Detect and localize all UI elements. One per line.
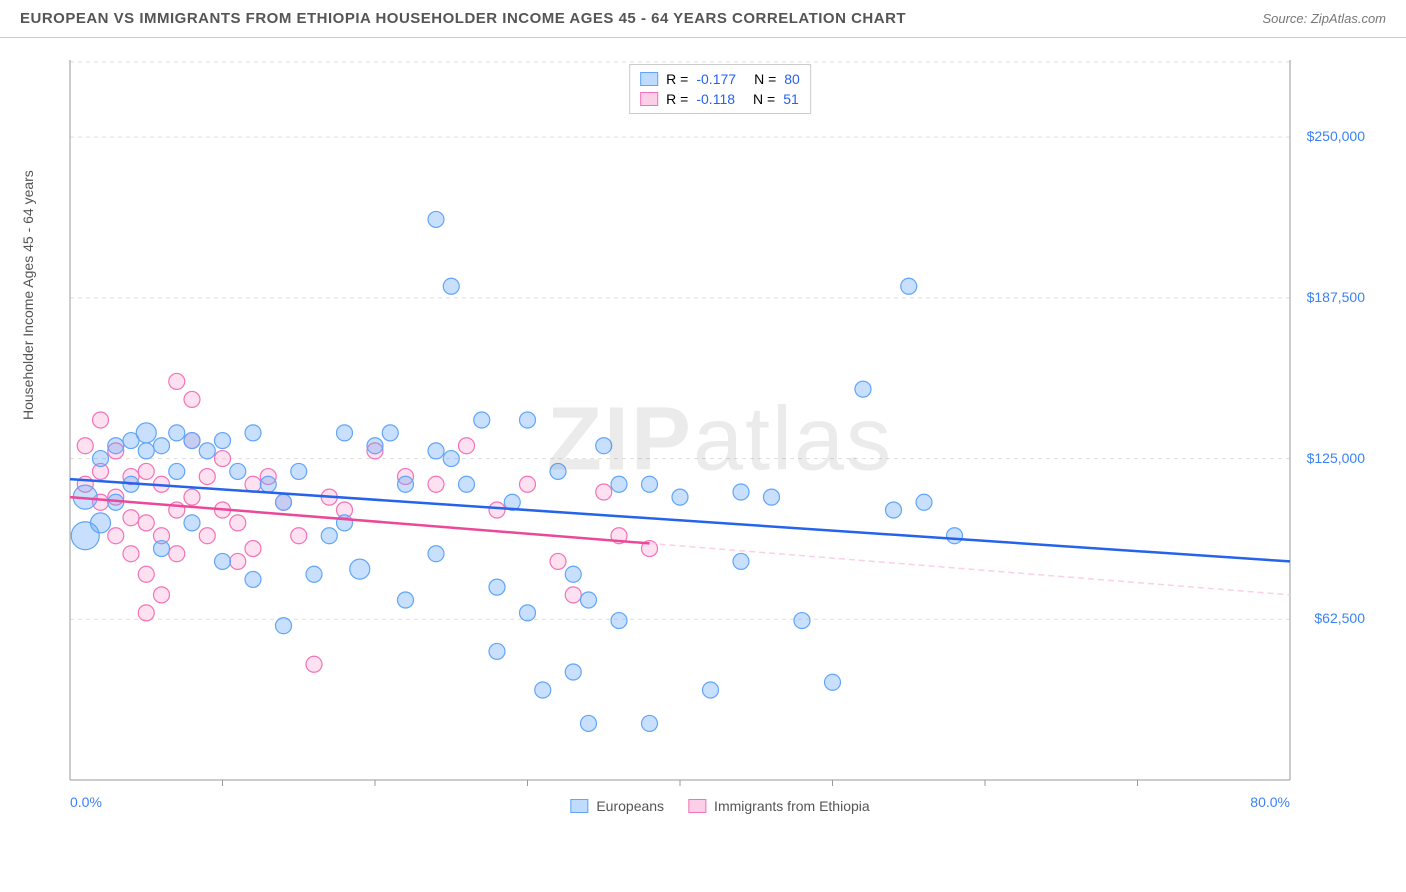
legend-correlation: R = -0.177 N = 80 R = -0.118 N = 51 <box>629 64 811 114</box>
n-value-europeans: 80 <box>784 71 800 87</box>
y-axis-label: Householder Income Ages 45 - 64 years <box>20 170 36 420</box>
y-tick-label: $187,500 <box>1307 289 1365 305</box>
swatch-ethiopia <box>640 92 658 106</box>
r-label: R = <box>666 91 688 107</box>
n-value-ethiopia: 51 <box>783 91 799 107</box>
legend-item-europeans: Europeans <box>570 798 664 814</box>
legend-row-europeans: R = -0.177 N = 80 <box>640 69 800 89</box>
chart-title: EUROPEAN VS IMMIGRANTS FROM ETHIOPIA HOU… <box>20 10 906 27</box>
r-value-ethiopia: -0.118 <box>696 91 735 107</box>
n-label: N = <box>753 91 775 107</box>
swatch-ethiopia <box>688 799 706 813</box>
legend-label-europeans: Europeans <box>596 798 664 814</box>
chart-plot-area: ZIPatlas R = -0.177 N = 80 R = -0.118 N … <box>60 60 1380 820</box>
legend-label-ethiopia: Immigrants from Ethiopia <box>714 798 870 814</box>
legend-row-ethiopia: R = -0.118 N = 51 <box>640 89 800 109</box>
r-label: R = <box>666 71 688 87</box>
y-tick-label: $62,500 <box>1314 610 1365 626</box>
n-label: N = <box>754 71 776 87</box>
x-tick-right: 80.0% <box>1250 794 1290 810</box>
y-tick-label: $250,000 <box>1307 128 1365 144</box>
y-tick-label: $125,000 <box>1307 450 1365 466</box>
scatter-svg <box>60 60 1380 820</box>
legend-item-ethiopia: Immigrants from Ethiopia <box>688 798 870 814</box>
swatch-europeans <box>640 72 658 86</box>
x-tick-left: 0.0% <box>70 794 102 810</box>
r-value-europeans: -0.177 <box>696 71 736 87</box>
chart-header: EUROPEAN VS IMMIGRANTS FROM ETHIOPIA HOU… <box>0 0 1406 38</box>
swatch-europeans <box>570 799 588 813</box>
legend-series: Europeans Immigrants from Ethiopia <box>570 798 869 814</box>
chart-source: Source: ZipAtlas.com <box>1262 11 1386 26</box>
